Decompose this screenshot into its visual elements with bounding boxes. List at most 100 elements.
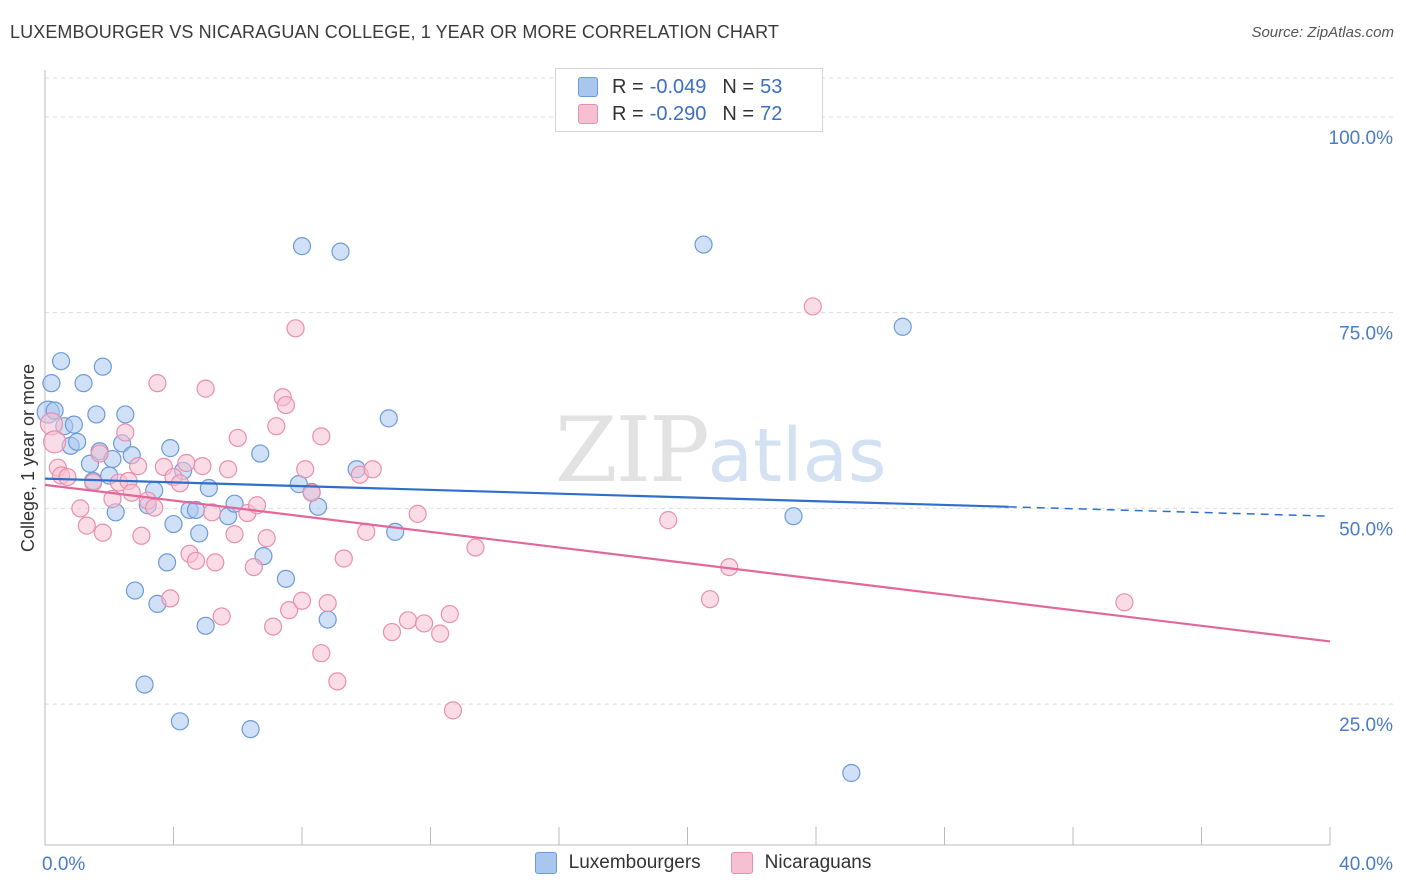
nicaraguans-point	[431, 624, 450, 643]
nicaraguans-point	[312, 644, 331, 663]
nicaraguans-point	[90, 444, 109, 463]
nicaraguans-point	[225, 525, 244, 544]
luxembourgers-point	[190, 524, 209, 543]
nicaraguans-point	[132, 526, 151, 545]
luxembourgers-point	[68, 432, 87, 451]
x-tick-label: 40.0%	[1339, 854, 1393, 875]
nicaraguans-point	[161, 589, 180, 608]
correlation-legend: R = -0.049 N = 53 R = -0.290 N = 72	[555, 68, 823, 132]
luxembourgers-point	[93, 357, 112, 376]
legend-n-label: N =	[722, 75, 755, 98]
y-tick-label: 25.0%	[1339, 715, 1393, 736]
legend-swatch-luxembourgers	[534, 852, 557, 874]
nicaraguans-point	[408, 504, 427, 523]
nicaraguans-point	[1115, 593, 1134, 612]
luxembourgers-trend-extension	[1008, 506, 1331, 517]
nicaraguans-point	[296, 460, 315, 479]
nicaraguans-point	[244, 557, 263, 577]
nicaraguans-point	[267, 417, 286, 436]
nicaraguans-point	[122, 483, 141, 502]
nicaraguans-point	[398, 611, 418, 630]
nicaraguans-point	[312, 427, 331, 446]
nicaraguans-point	[193, 457, 212, 476]
nicaraguans-point	[116, 423, 135, 442]
luxembourgers-point	[196, 616, 215, 635]
nicaraguans-point	[212, 607, 231, 626]
nicaraguans-point	[206, 553, 225, 572]
nicaraguans-point	[659, 511, 678, 530]
legend-r-label: R =	[612, 102, 644, 125]
chart-title: LUXEMBOURGER VS NICARAGUAN COLLEGE, 1 YE…	[10, 22, 779, 42]
nicaraguans-point	[466, 538, 485, 557]
legend-n-label: N =	[722, 102, 755, 125]
luxembourgers-point	[292, 237, 312, 256]
y-axis-label: College, 1 year or more	[18, 364, 38, 552]
y-tick-label: 100.0%	[1329, 128, 1394, 149]
luxembourgers-point	[276, 569, 296, 588]
legend-swatch-nicaraguans	[578, 104, 598, 124]
nicaraguans-point	[257, 529, 276, 548]
nicaraguans-point	[440, 604, 459, 624]
nicaraguans-trend-line	[44, 483, 1331, 643]
legend-row-nicaraguans: R = -0.290 N = 72	[578, 102, 782, 126]
nicaraguans-point	[328, 672, 347, 691]
nicaraguans-point	[280, 601, 299, 620]
legend-item-luxembourgers[interactable]: Luxembourgers	[534, 852, 701, 874]
gridlines	[45, 77, 1395, 705]
source-label: Source: ZipAtlas.com	[1251, 24, 1394, 41]
y-tick-label: 75.0%	[1339, 324, 1393, 345]
nicaraguans-point	[286, 319, 305, 338]
nicaraguans-point	[177, 453, 196, 473]
nicaraguans-point	[263, 617, 283, 636]
legend-item-nicaraguans[interactable]: Nicaraguans	[730, 852, 872, 874]
nicaraguans-point	[71, 499, 90, 518]
y-tick-label: 50.0%	[1339, 519, 1393, 540]
legend-n-value: 72	[760, 102, 783, 125]
nicaraguans-point	[803, 297, 822, 316]
legend-swatch-nicaraguans	[730, 852, 753, 874]
luxembourgers-point	[87, 405, 106, 424]
luxembourgers-point	[51, 352, 71, 371]
series-legend: Luxembourgers Nicaraguans	[0, 852, 1406, 874]
nicaraguans-point	[219, 460, 238, 479]
luxembourgers-point	[157, 553, 177, 572]
nicaraguans-point	[58, 467, 77, 487]
nicaraguans-point	[186, 551, 206, 570]
legend-r-label: R =	[612, 75, 644, 98]
luxembourgers-point	[379, 409, 398, 428]
luxembourgers-point	[199, 478, 218, 498]
luxembourgers-point	[161, 439, 180, 458]
nicaraguans-point	[129, 457, 148, 476]
luxembourgers-point	[694, 235, 713, 254]
luxembourgers-point	[318, 610, 337, 629]
nicaraguans-point	[334, 549, 353, 568]
nicaraguans-point	[148, 374, 167, 393]
luxembourgers-point	[135, 675, 154, 694]
luxembourgers-point	[64, 415, 84, 434]
luxembourgers-point	[125, 581, 145, 600]
nicaraguans-point	[443, 701, 463, 720]
nicaraguans-point	[93, 523, 112, 542]
legend-r-value: -0.290	[649, 102, 707, 125]
nicaraguans-point	[318, 594, 337, 613]
nicaraguans-point	[84, 473, 103, 492]
luxembourgers-point	[170, 712, 190, 731]
luxembourgers-point	[331, 242, 350, 261]
watermark: ZIPatlas	[555, 398, 886, 503]
nicaraguans-points	[39, 297, 1134, 720]
luxembourgers-point	[74, 374, 93, 393]
nicaraguans-point	[202, 503, 222, 522]
nicaraguans-point	[228, 428, 247, 448]
legend-n-value: 53	[760, 75, 783, 98]
watermark-atlas: atlas	[707, 413, 887, 499]
nicaraguans-point	[357, 522, 376, 541]
nicaraguans-point	[700, 590, 720, 609]
legend-label-nicaraguans: Nicaraguans	[764, 852, 872, 873]
luxembourgers-trend-line	[44, 477, 1009, 508]
nicaraguans-point	[382, 622, 402, 642]
luxembourgers-point	[164, 514, 183, 534]
nicaraguans-point	[145, 498, 164, 517]
luxembourgers-point	[893, 317, 912, 336]
nicaraguans-point	[363, 460, 382, 479]
